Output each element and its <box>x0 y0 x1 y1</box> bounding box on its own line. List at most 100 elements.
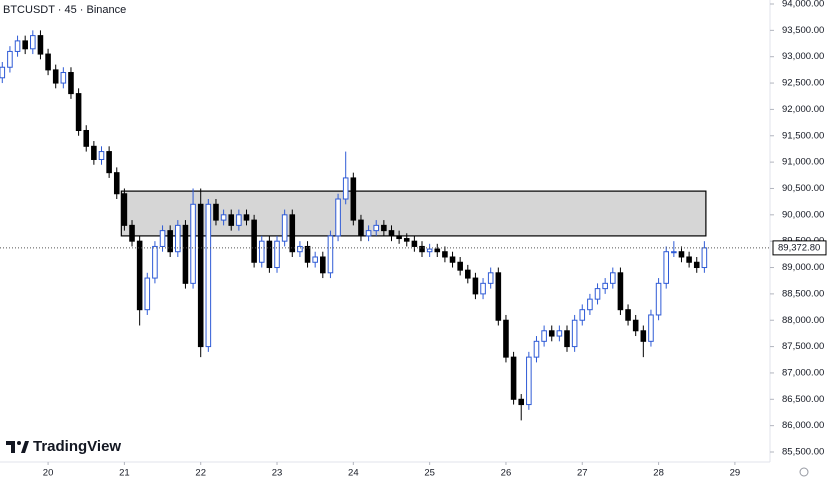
plot-area <box>0 30 708 421</box>
candle-body <box>510 356 517 400</box>
candle-body <box>442 251 448 258</box>
candle-body <box>297 245 303 253</box>
candle-body <box>617 272 624 311</box>
y-tick-label: 86,500.00 <box>782 394 824 405</box>
y-tick-label: 92,000.00 <box>782 104 824 115</box>
candle-body <box>37 35 44 55</box>
candle-body <box>258 240 265 263</box>
y-tick-label: 91,500.00 <box>782 130 824 141</box>
y-tick-label: 94,000.00 <box>782 0 824 10</box>
candle-body <box>205 203 212 348</box>
candle-body <box>564 330 570 348</box>
candle-body <box>266 240 273 269</box>
candle-body <box>289 214 296 253</box>
candle-body <box>312 256 318 263</box>
candle-body <box>304 245 311 263</box>
candle-body <box>625 309 631 321</box>
candle-body <box>243 214 250 221</box>
x-tick-label: 28 <box>653 468 664 479</box>
candle-body <box>365 230 372 237</box>
candle-body <box>14 40 21 52</box>
candle-body <box>487 272 494 284</box>
candle-body <box>167 230 173 253</box>
candle-body <box>129 224 135 242</box>
x-tick-label: 29 <box>730 468 741 479</box>
candle-body <box>22 40 28 50</box>
candle-body <box>579 309 586 321</box>
candle-body <box>98 151 105 160</box>
candle-body <box>640 330 647 342</box>
candle-body <box>648 314 654 342</box>
zone-rect <box>120 190 707 237</box>
candle-body <box>594 288 601 300</box>
y-tick-label: 89,000.00 <box>782 262 824 273</box>
candle-body <box>480 282 486 295</box>
candle-body <box>503 319 509 358</box>
candle-body <box>518 398 525 406</box>
candle-body <box>541 330 547 342</box>
candle-body <box>136 240 143 311</box>
y-tick-label: 86,000.00 <box>782 420 824 431</box>
candle-body <box>175 224 181 253</box>
last-price-box <box>772 240 827 256</box>
candle-body <box>701 247 708 269</box>
candle-body <box>213 203 219 221</box>
candle-body <box>281 214 288 242</box>
y-tick-label: 87,500.00 <box>782 341 824 352</box>
y-tick-label: 90,500.00 <box>782 183 824 194</box>
candle-body <box>610 272 616 284</box>
candle-body <box>197 203 204 348</box>
candle-body <box>113 172 120 195</box>
brand-logo: TradingView <box>6 438 121 455</box>
candle-body <box>30 35 36 50</box>
candle-body <box>426 248 433 253</box>
x-tick-label: 20 <box>43 468 54 479</box>
candle-body <box>403 238 410 242</box>
candle-body <box>671 251 677 254</box>
candle-body <box>472 277 479 295</box>
candle-body <box>678 251 685 258</box>
candle-body <box>52 69 59 84</box>
candle-body <box>45 53 51 71</box>
candle-body <box>7 50 13 68</box>
candle-body <box>526 356 532 406</box>
y-tick-label: 90,000.00 <box>782 209 824 220</box>
candle-body <box>663 251 670 284</box>
y-tick-label: 92,500.00 <box>782 78 824 89</box>
chart-title: BTCUSDT · 45 · Binance <box>3 4 126 16</box>
candle-body <box>373 224 380 232</box>
y-tick-label: 93,000.00 <box>782 51 824 62</box>
candle-body <box>91 145 97 160</box>
candle-body <box>396 235 402 240</box>
candle-body <box>121 193 128 226</box>
candle-body <box>655 282 662 316</box>
candle-body <box>533 340 540 358</box>
x-tick-label: 25 <box>424 468 435 479</box>
candle-body <box>495 272 502 321</box>
x-tick-label: 22 <box>195 468 206 479</box>
candle-body <box>350 177 357 221</box>
candle-body <box>251 219 257 263</box>
candle-body <box>182 224 189 284</box>
candle-body <box>75 93 82 131</box>
candle-body <box>274 240 280 269</box>
brand-name: TradingView <box>33 438 121 455</box>
candle-body <box>68 72 74 95</box>
candle-body <box>144 277 151 311</box>
candle-body <box>342 177 349 200</box>
candle-body <box>152 245 158 279</box>
candle-body <box>83 129 90 147</box>
candle-body <box>60 72 67 84</box>
last-price-label: 89,372.80 <box>778 242 820 253</box>
candle-body <box>434 248 441 253</box>
y-tick-label: 91,000.00 <box>782 157 824 168</box>
candle-body <box>632 319 639 332</box>
candle-body <box>587 298 593 311</box>
candle-body <box>106 151 112 174</box>
candle-body <box>320 256 326 274</box>
settings-icon[interactable] <box>799 467 809 477</box>
candle-body <box>335 198 341 237</box>
candle-body <box>602 282 608 290</box>
y-tick-label: 87,000.00 <box>782 367 824 378</box>
